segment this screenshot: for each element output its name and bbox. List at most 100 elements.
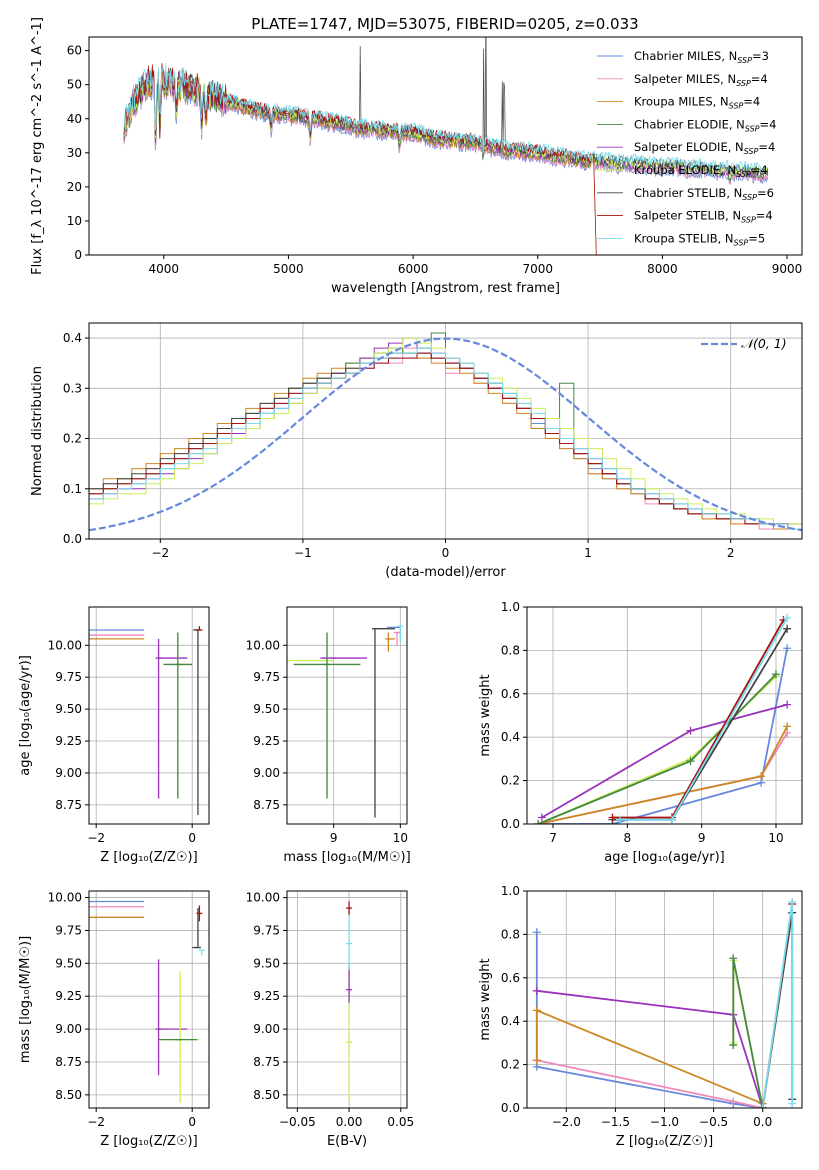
axes-frame xyxy=(88,890,210,1109)
legend-count: =5 xyxy=(748,231,765,245)
y-tick-label: 9.00 xyxy=(55,1022,82,1036)
x-axis-label: mass [log₁₀(M/M☉)] xyxy=(283,850,410,865)
histogram-step xyxy=(89,352,802,530)
y-axis-label: age [log₁₀(age/yr)] xyxy=(18,655,33,776)
x-tick-label: 2 xyxy=(727,546,735,560)
series-line xyxy=(612,619,785,819)
legend-subscript: SSP xyxy=(734,238,749,247)
axes-frame xyxy=(526,890,803,1109)
legend-text: Salpeter MILES, N xyxy=(634,72,736,86)
y-axis-label: mass weight xyxy=(478,674,493,756)
x-tick-label: 8000 xyxy=(647,262,678,276)
histogram-step xyxy=(89,347,802,530)
y-axis-label: Normed distribution xyxy=(30,366,45,496)
x-tick-label: 5000 xyxy=(273,262,304,276)
x-tick-label: −1.5 xyxy=(601,1115,630,1129)
chart-mass-vs-Z: −2 0 8.50 8.75 9.00 9.25 9.50 9.75 10.00 Z [log₁₀… xyxy=(18,890,210,1149)
legend-label: Chabrier MILES, NSSP=3 xyxy=(634,49,769,65)
data-point xyxy=(534,820,543,824)
plot-area xyxy=(287,625,404,818)
legend-label: Kroupa MILES, NSSP=4 xyxy=(634,95,760,111)
legend-label: Salpeter ELODIE, NSSP=4 xyxy=(634,140,775,156)
data-point xyxy=(788,1099,797,1108)
x-tick-label: 10 xyxy=(393,831,408,845)
y-tick-label: 20 xyxy=(67,180,82,194)
legend-label: Chabrier ELODIE, NSSP=4 xyxy=(634,117,776,133)
y-tick-label: 9.50 xyxy=(253,702,280,716)
data-point xyxy=(615,815,624,824)
y-tick-label: 0.1 xyxy=(63,482,82,496)
y-tick-label: 0.8 xyxy=(501,643,520,657)
y-tick-label: 9.75 xyxy=(253,923,280,937)
y-tick-label: 0.3 xyxy=(63,381,82,395)
y-tick-label: 8.75 xyxy=(253,1055,280,1069)
legend-subscript: SSP xyxy=(729,102,744,111)
y-tick-label: 30 xyxy=(67,146,82,160)
x-tick-label: 10 xyxy=(768,831,783,845)
y-tick-label: 9.00 xyxy=(253,766,280,780)
plot-area xyxy=(89,900,205,1103)
series-line xyxy=(541,703,788,819)
y-tick-label: 10 xyxy=(67,214,82,228)
legend-label: 𝒩(0, 1) xyxy=(741,336,787,351)
y-tick-label: 9.50 xyxy=(55,956,82,970)
data-point xyxy=(532,1056,541,1065)
x-axis-label: Z [log₁₀(Z/Z☉)] xyxy=(616,1134,713,1149)
data-point xyxy=(532,928,541,937)
x-tick-label: 7000 xyxy=(522,262,553,276)
y-tick-label: 0.8 xyxy=(501,927,520,941)
x-tick-label: 7 xyxy=(549,831,557,845)
data-point xyxy=(537,813,546,822)
legend-text: Salpeter ELODIE, N xyxy=(634,140,744,154)
data-point xyxy=(686,757,695,766)
y-tick-label: 10.00 xyxy=(246,638,280,652)
y-tick-label: 60 xyxy=(67,44,82,58)
data-point xyxy=(532,1006,541,1015)
legend-count: =4 xyxy=(758,140,775,154)
y-tick-label: 10.00 xyxy=(48,638,82,652)
y-tick-label: 0.6 xyxy=(501,687,520,701)
legend-label: Kroupa ELODIE, NSSP=4 xyxy=(634,163,768,179)
legend-subscript: SSP xyxy=(742,193,757,202)
legend-subscript: SSP xyxy=(741,216,756,225)
axes-frame xyxy=(286,606,408,825)
y-tick-label: 9.25 xyxy=(253,734,280,748)
legend-count: =4 xyxy=(756,209,773,223)
data-point xyxy=(757,772,766,781)
y-tick-label: 9.25 xyxy=(253,989,280,1003)
y-tick-label: 9.25 xyxy=(55,989,82,1003)
data-point xyxy=(783,624,792,633)
legend-text: Chabrier STELIB, N xyxy=(634,186,742,200)
y-tick-label: 0.0 xyxy=(501,1101,520,1115)
legend-label: Salpeter MILES, NSSP=4 xyxy=(634,72,768,88)
x-axis-label: wavelength [Angstrom, rest frame] xyxy=(331,281,560,296)
data-point xyxy=(758,1104,767,1108)
x-axis-label: (data-model)/error xyxy=(385,565,506,580)
legend-count: =4 xyxy=(760,117,777,131)
axes-frame xyxy=(286,890,408,1109)
series-line xyxy=(535,1009,764,1108)
legend-count: =4 xyxy=(751,163,768,177)
axes-frame xyxy=(88,322,803,540)
x-tick-label: −2 xyxy=(151,546,169,560)
axes-frame xyxy=(88,36,803,256)
x-axis-label: Z [log₁₀(Z/Z☉)] xyxy=(100,850,197,865)
y-tick-label: 8.75 xyxy=(55,1055,82,1069)
y-tick-label: 9.75 xyxy=(55,923,82,937)
y-tick-label: 9.50 xyxy=(55,702,82,716)
y-tick-label: 1.0 xyxy=(501,884,520,898)
plot-area xyxy=(123,37,769,255)
legend-subscript: SSP xyxy=(737,56,752,65)
x-tick-label: −1.0 xyxy=(650,1115,679,1129)
y-tick-label: 0.2 xyxy=(63,432,82,446)
y-tick-label: 9.50 xyxy=(253,956,280,970)
data-point xyxy=(783,613,792,622)
data-point xyxy=(771,670,780,679)
legend-text: Kroupa ELODIE, N xyxy=(634,163,736,177)
histogram-step xyxy=(89,337,802,525)
x-tick-label: 0 xyxy=(442,546,450,560)
y-tick-label: 40 xyxy=(67,112,82,126)
legend-text: Chabrier MILES, N xyxy=(634,49,737,63)
y-tick-label: 0.2 xyxy=(501,1058,520,1072)
